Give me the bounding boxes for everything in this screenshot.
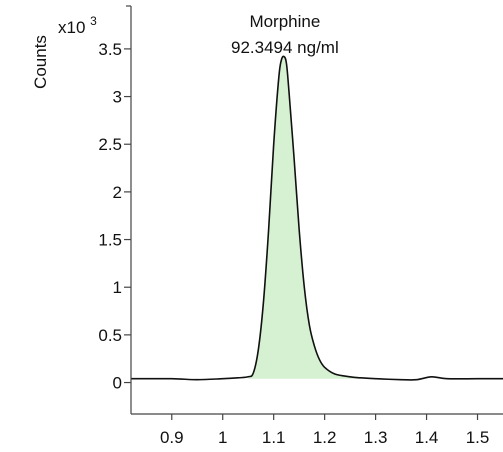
- x-tick-label: 1: [218, 428, 227, 447]
- y-multiplier-base: x10: [58, 18, 85, 37]
- x-tick-label: 1.4: [415, 428, 439, 447]
- y-tick-label: 3: [113, 88, 122, 107]
- peak-shaded-area: [248, 56, 361, 379]
- plot-area: [130, 55, 503, 381]
- x-tick-label: 1.2: [313, 428, 337, 447]
- y-tick-label: 0: [113, 374, 122, 393]
- x-tick-label: 1.3: [364, 428, 388, 447]
- y-axis: 0 0.5 1 1.5 2 2.5 3 3.5: [98, 5, 132, 414]
- y-tick-label: 0.5: [98, 326, 122, 345]
- x-axis: 0.9 1 1.1 1.2 1.3 1.4 1.5: [131, 413, 503, 447]
- y-tick-label: 3.5: [98, 40, 122, 59]
- y-multiplier-exponent: 3: [90, 14, 97, 28]
- peak-concentration-label: 92.3494 ng/ml: [231, 38, 339, 57]
- y-tick-label: 1: [113, 278, 122, 297]
- series-trace-line: [130, 55, 503, 381]
- x-tick-label: 0.9: [160, 428, 184, 447]
- y-axis-label: Counts: [31, 35, 50, 89]
- peak-annotation: Morphine 92.3494 ng/ml: [231, 12, 339, 57]
- y-tick-label: 2.5: [98, 135, 122, 154]
- x-tick-label: 1.1: [262, 428, 286, 447]
- peak-compound-label: Morphine: [249, 12, 320, 31]
- y-multiplier: x10 3: [58, 14, 97, 37]
- y-tick-label: 2: [113, 183, 122, 202]
- x-tick-label: 1.5: [466, 428, 490, 447]
- y-tick-label: 1.5: [98, 231, 122, 250]
